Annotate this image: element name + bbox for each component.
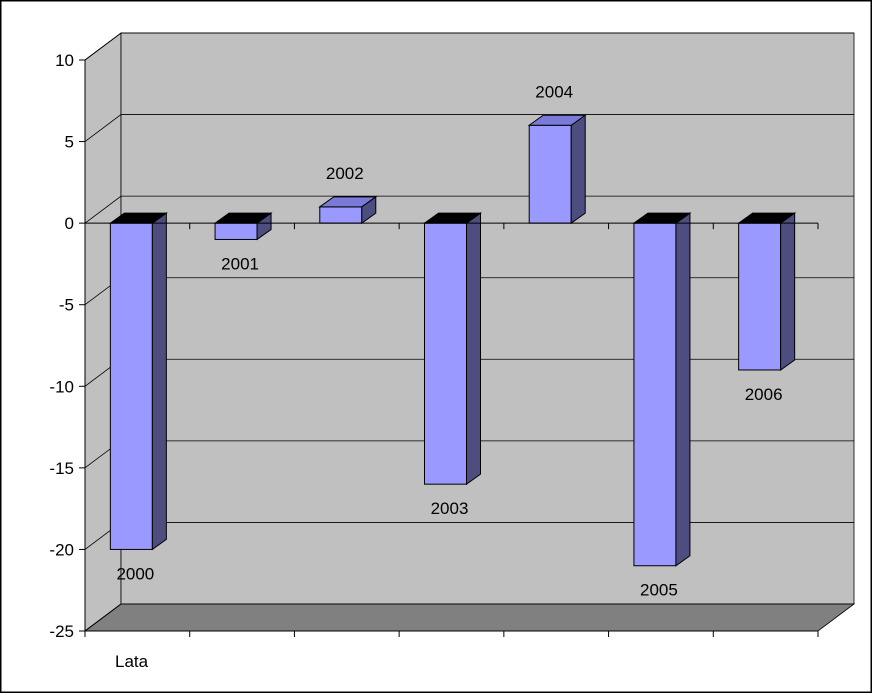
bar-front [424,222,467,485]
bar-side [466,212,481,486]
bar-front [738,222,782,371]
y-tick-label: -25 [49,622,74,641]
bar-side [675,212,691,567]
gridline [84,603,854,632]
data-label: 2006 [745,385,783,404]
y-tick-label: -15 [49,459,74,478]
bar [632,212,692,567]
y-tick-labels: 10 5 0 -5 -10 -15 -20 -25 [49,51,85,641]
x-axis-title: Lata [115,652,149,671]
data-labels: 2000 2001 2002 2003 2004 2005 2006 [116,82,782,599]
bar-side [151,212,167,551]
y-tick-label: 10 [55,51,74,70]
bar [213,212,273,241]
data-label: 2004 [535,82,573,101]
bar-top [318,196,378,208]
data-label: 2001 [221,254,259,273]
bar [108,212,168,551]
bar-front [319,206,363,224]
bar [737,212,797,371]
y-tick-label: -5 [59,296,74,315]
gridline [84,114,854,142]
bar-front [214,222,258,240]
bar-front [528,124,572,224]
bar-front [109,222,153,550]
bars [108,114,797,567]
plot-walls [83,32,856,632]
y-tick-label: 5 [65,133,74,152]
bar-front [633,222,677,567]
bar-top [527,114,587,126]
axes [84,60,819,637]
bar-side [780,212,796,371]
y-tick-label: 0 [65,214,74,233]
y-tick-label: -10 [49,377,74,396]
data-label: 2002 [326,164,364,183]
bar [527,114,587,225]
bar [422,212,483,486]
bar [318,195,378,225]
y-tick-label: -20 [49,540,74,559]
bar-side [570,114,586,225]
gridline [84,32,854,61]
floor [83,603,856,632]
data-label: 2003 [431,499,469,518]
data-label: 2005 [640,581,678,600]
back-wall [120,32,855,605]
gridline [84,195,854,224]
data-label: 2000 [116,564,154,583]
